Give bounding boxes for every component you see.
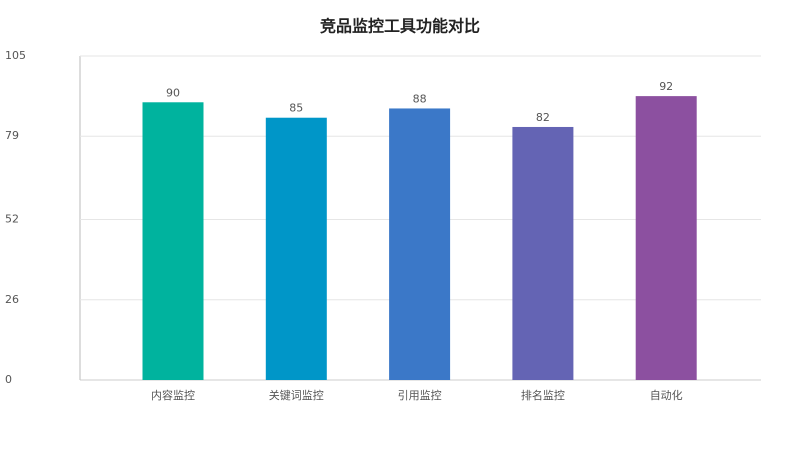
bar (512, 126, 574, 380)
data-label: 90 (166, 86, 180, 99)
data-label: 88 (413, 92, 427, 105)
x-tick-label: 自动化 (650, 388, 683, 402)
x-tick-label: 关键词监控 (269, 388, 324, 402)
data-label: 92 (659, 80, 673, 93)
chart-title: 竞品监控工具功能对比 (320, 17, 480, 36)
y-tick-label: 0 (5, 373, 12, 386)
x-tick-label: 内容监控 (151, 388, 195, 402)
bar (142, 102, 204, 381)
bar (265, 117, 327, 380)
bar (635, 96, 697, 380)
x-tick-label: 排名监控 (521, 388, 565, 402)
data-label: 82 (536, 111, 550, 124)
y-tick-label: 52 (5, 213, 19, 226)
bar (389, 108, 451, 380)
y-tick-label: 26 (5, 293, 19, 306)
data-label: 85 (289, 102, 303, 115)
y-tick-label: 79 (5, 129, 19, 142)
y-tick-label: 105 (5, 49, 26, 62)
x-tick-label: 引用监控 (398, 388, 442, 402)
